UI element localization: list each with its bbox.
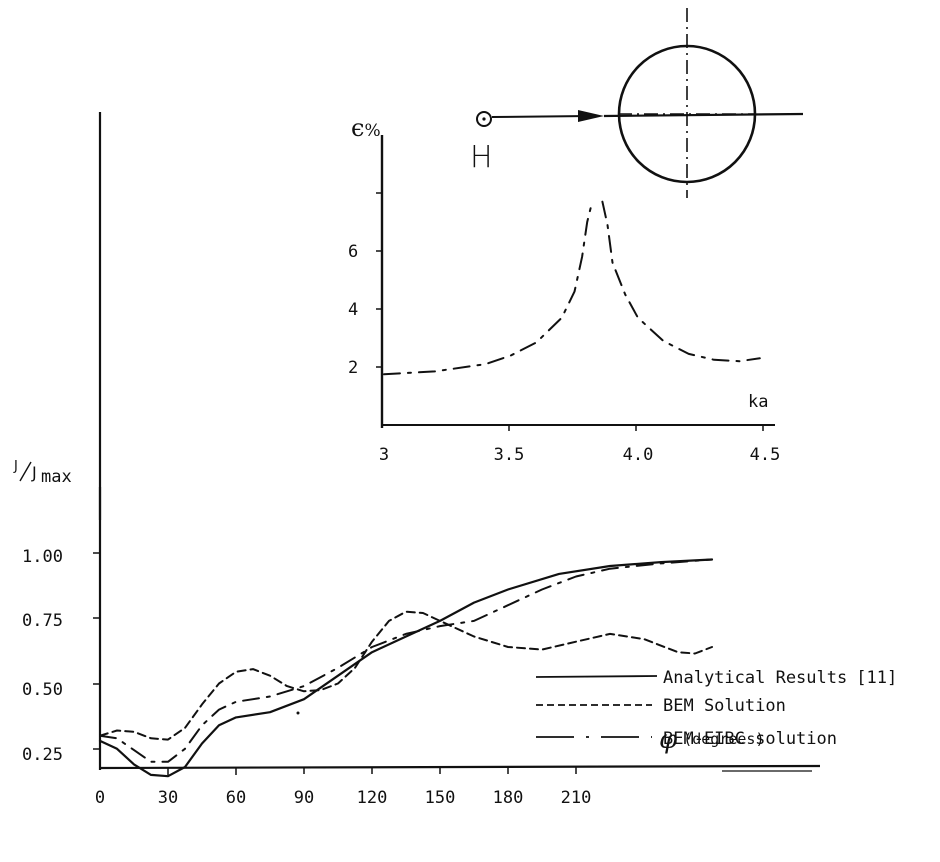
main-y-tick-label: 0.50 <box>22 680 63 700</box>
main-plot-area <box>98 558 714 778</box>
main-x-tick-label: 60 <box>226 788 246 808</box>
main-y-tick-label: 1.00 <box>22 547 63 567</box>
inset-y-axis-unit: % <box>364 121 380 141</box>
legend-swatch-analytical <box>535 675 658 678</box>
main-x-axis <box>99 764 821 770</box>
main-y-tick-label: 0.75 <box>22 611 63 631</box>
main-x-tick-marks <box>167 767 577 775</box>
source-marker-icon <box>476 111 492 127</box>
inset-y-tick-label: 2 <box>348 358 358 378</box>
y-axis-label-numerator: J <box>13 459 18 474</box>
inset-y-tick-label: 6 <box>348 242 358 262</box>
inset-x-tick-label: 3.5 <box>494 445 525 465</box>
main-x-tick-label: 150 <box>425 788 456 808</box>
y-axis-label-denominator: J <box>31 463 37 482</box>
arrow-continuation-line <box>603 112 804 118</box>
x-axis-unit: (degrees) <box>683 730 764 748</box>
inset-plot-area <box>383 200 761 376</box>
main-x-tick-label: 120 <box>357 788 388 808</box>
inset-x-tick-marks <box>508 425 764 431</box>
inset-y-tick-marks <box>376 192 382 368</box>
legend: Analytical Results [11] BEM Solution BEM-… <box>535 668 897 749</box>
field-label-h: H <box>470 140 493 175</box>
y-axis-label-subscript: max <box>41 467 72 487</box>
inset-x-tick-label: 4.5 <box>750 445 781 465</box>
main-x-axis-label: φ (degrees) <box>659 725 765 755</box>
main-series-solid-0 <box>98 558 714 778</box>
legend-label-analytical: Analytical Results [11] <box>663 668 897 688</box>
main-x-tick-label: 0 <box>95 788 105 808</box>
inset-x-tick-label: 3 <box>379 445 389 465</box>
main-x-tick-label: 180 <box>493 788 524 808</box>
inset-series-dashdot-1 <box>601 200 761 363</box>
y-axis-label-slash <box>19 461 32 482</box>
legend-text-analytical: Analytical Results <box>663 668 847 688</box>
main-series-dashdot-2 <box>99 558 713 763</box>
main-y-tick-label: 0.25 <box>22 745 63 765</box>
propagation-arrow-line <box>491 115 591 118</box>
main-x-tick-label: 30 <box>158 788 178 808</box>
inset-x-tick-label: 4.0 <box>623 445 654 465</box>
x-axis-symbol: φ <box>659 725 678 755</box>
legend-ref-analytical: [11] <box>856 668 897 688</box>
inset-series-dashdot-0 <box>383 200 594 376</box>
inset-y-axis-symbol: ϵ <box>351 114 364 142</box>
main-x-tick-label: 210 <box>561 788 592 808</box>
inset-chart: 2 4 6 3 3.5 4.0 4.5 ka ϵ% <box>348 114 780 465</box>
inset-y-axis-label: ϵ% <box>351 114 381 142</box>
incident-field-diagram: H <box>470 8 804 198</box>
source-dot-icon <box>482 117 486 121</box>
inset-y-tick-label: 4 <box>348 300 358 320</box>
arrowhead-icon <box>578 110 604 122</box>
main-chart: 0.25 0.50 0.75 1.00 0 30 60 90 120 150 1… <box>13 112 897 808</box>
stray-dot <box>296 711 300 715</box>
inset-x-axis-label: ka <box>748 392 768 412</box>
legend-label-bem-eibc: BEM-EIBC solution <box>663 729 837 749</box>
legend-label-bem: BEM Solution <box>663 696 786 716</box>
main-series-dashed-1 <box>99 610 713 741</box>
main-y-tick-marks <box>93 552 100 750</box>
main-y-axis-label: J J max <box>13 459 72 487</box>
main-x-tick-label: 90 <box>294 788 314 808</box>
